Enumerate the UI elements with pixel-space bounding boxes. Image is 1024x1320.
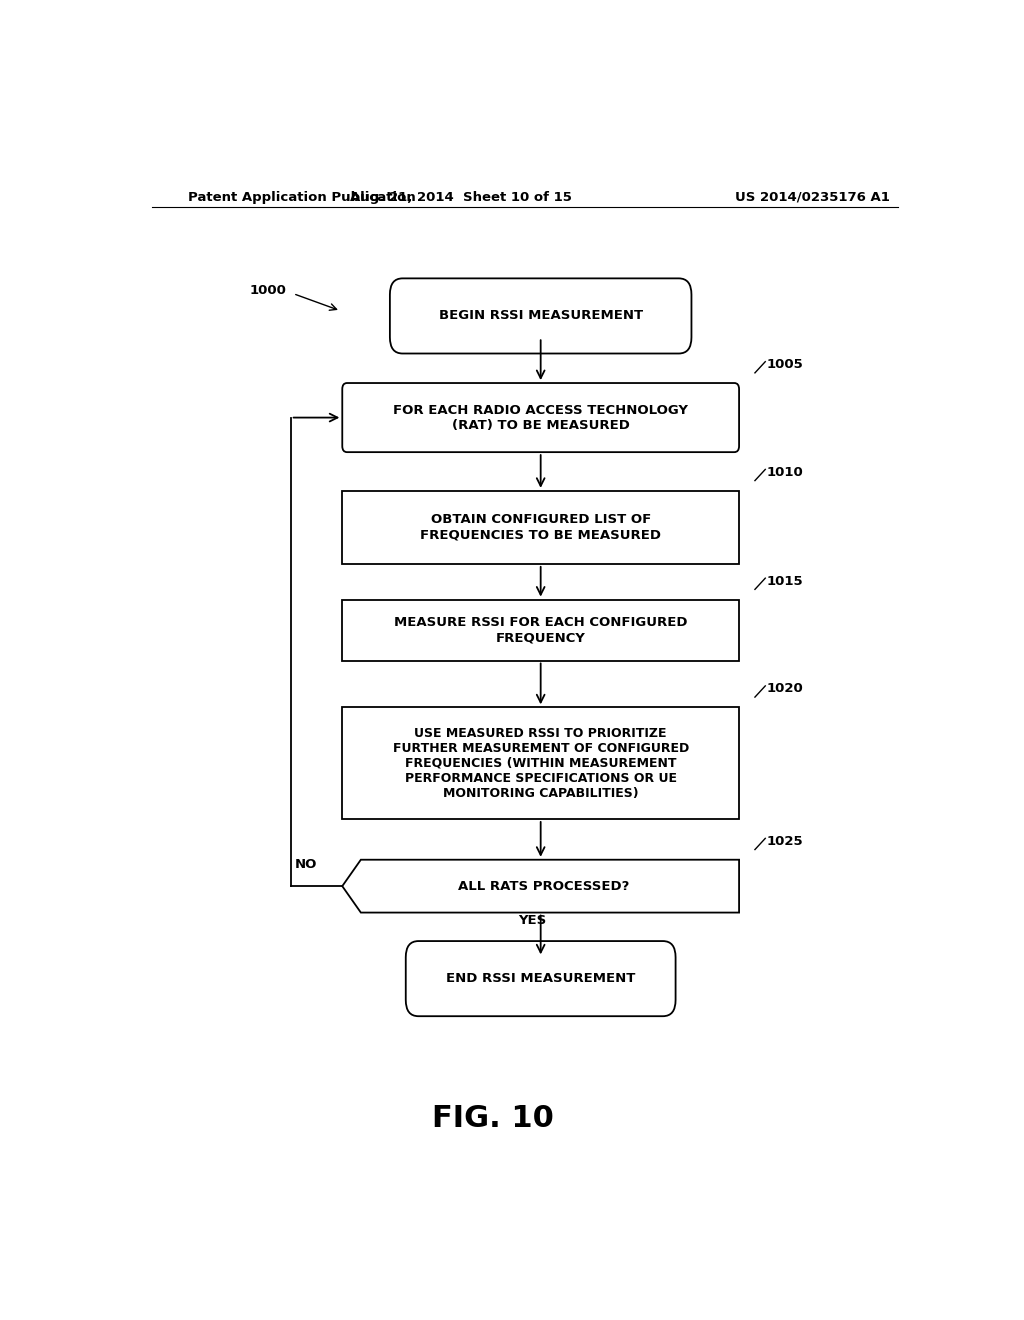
Text: US 2014/0235176 A1: US 2014/0235176 A1 bbox=[735, 190, 890, 203]
Text: FIG. 10: FIG. 10 bbox=[432, 1105, 554, 1134]
Text: 1010: 1010 bbox=[767, 466, 804, 479]
FancyBboxPatch shape bbox=[406, 941, 676, 1016]
Text: 1025: 1025 bbox=[767, 836, 804, 847]
Text: 1020: 1020 bbox=[767, 682, 804, 696]
Text: BEGIN RSSI MEASUREMENT: BEGIN RSSI MEASUREMENT bbox=[438, 309, 643, 322]
Text: 1015: 1015 bbox=[767, 574, 804, 587]
Text: 1005: 1005 bbox=[767, 358, 804, 371]
FancyBboxPatch shape bbox=[342, 383, 739, 453]
Text: YES: YES bbox=[518, 913, 547, 927]
Text: Aug. 21, 2014  Sheet 10 of 15: Aug. 21, 2014 Sheet 10 of 15 bbox=[350, 190, 572, 203]
Text: ALL RATS PROCESSED?: ALL RATS PROCESSED? bbox=[458, 879, 629, 892]
Text: MEASURE RSSI FOR EACH CONFIGURED
FREQUENCY: MEASURE RSSI FOR EACH CONFIGURED FREQUEN… bbox=[394, 616, 687, 644]
Text: USE MEASURED RSSI TO PRIORITIZE
FURTHER MEASUREMENT OF CONFIGURED
FREQUENCIES (W: USE MEASURED RSSI TO PRIORITIZE FURTHER … bbox=[392, 726, 689, 800]
Text: END RSSI MEASUREMENT: END RSSI MEASUREMENT bbox=[446, 972, 635, 985]
Bar bbox=[342, 491, 739, 564]
Bar bbox=[342, 599, 739, 660]
Bar bbox=[342, 708, 739, 818]
Text: NO: NO bbox=[295, 858, 317, 871]
Text: FOR EACH RADIO ACCESS TECHNOLOGY
(RAT) TO BE MEASURED: FOR EACH RADIO ACCESS TECHNOLOGY (RAT) T… bbox=[393, 404, 688, 432]
Text: Patent Application Publication: Patent Application Publication bbox=[187, 190, 416, 203]
FancyBboxPatch shape bbox=[390, 279, 691, 354]
Polygon shape bbox=[342, 859, 739, 912]
Text: OBTAIN CONFIGURED LIST OF
FREQUENCIES TO BE MEASURED: OBTAIN CONFIGURED LIST OF FREQUENCIES TO… bbox=[420, 513, 662, 541]
Text: 1000: 1000 bbox=[250, 284, 287, 297]
